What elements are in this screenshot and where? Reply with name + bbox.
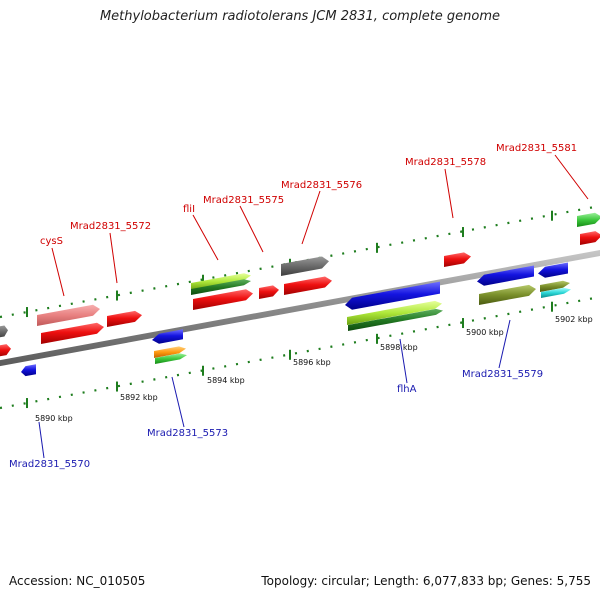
tick-label: 5894 kbp [207,376,245,385]
gene-orange-5573[interactable] [154,346,186,358]
gene-lime-flha[interactable] [347,300,442,325]
gene-label-mrad2831-5572[interactable]: Mrad2831_5572 [70,221,151,232]
gene-cyss[interactable] [37,304,100,326]
gene-mrad2831-5572[interactable] [107,310,142,327]
gene-red-5[interactable] [41,322,104,344]
leader-line [498,319,511,369]
gene-lime-flii[interactable] [191,273,251,290]
leader-line [554,154,589,200]
label-leader-lines [38,154,589,459]
leader-line [109,232,118,284]
leader-line [301,190,321,245]
gene-blue-flha[interactable] [345,281,440,310]
leader-line [51,247,65,297]
gene-green-5581[interactable] [577,212,600,227]
gene-label-mrad2831-5579[interactable]: Mrad2831_5579 [462,369,543,380]
gene-label-mrad2831-5570[interactable]: Mrad2831_5570 [9,459,90,470]
gene-red-left[interactable] [0,344,11,357]
tick-label: 5896 kbp [293,358,331,367]
leader-line [399,338,408,384]
gene-mrad2831-5578[interactable] [444,252,471,267]
leader-line [171,376,185,428]
gene-blue-5579[interactable] [477,265,534,286]
gene-cyan-5580[interactable] [541,287,571,298]
gene-features [0,212,600,377]
tick-label: 5900 kbp [466,328,504,337]
gene-olive-5579[interactable] [479,284,536,305]
gene-blue-left[interactable] [21,364,36,377]
gene-label-cyss[interactable]: cysS [40,236,63,247]
gene-blue-5573a[interactable] [152,329,183,344]
tick-label: 5890 kbp [35,414,73,423]
gene-label-mrad2831-5573[interactable]: Mrad2831_5573 [147,428,228,439]
gene-label-flii[interactable]: fliI [183,204,195,215]
gene-gray-5576[interactable] [281,256,329,276]
gene-olive-5580[interactable] [540,280,570,292]
gene-label-mrad2831-5576[interactable]: Mrad2831_5576 [281,180,362,191]
tick-label: 5892 kbp [120,393,158,402]
gene-blue-5580[interactable] [538,262,568,278]
gene-label-mrad2831-5581[interactable]: Mrad2831_5581 [496,143,577,154]
gene-green-5573[interactable] [155,353,187,364]
genome-backbone [0,250,600,367]
gene-dgreen-flha[interactable] [348,308,443,331]
gene-red-flii[interactable] [193,289,253,310]
leader-line [192,214,219,261]
gene-label-mrad2831-5578[interactable]: Mrad2831_5578 [405,157,486,168]
gene-mrad2831-5575[interactable] [259,285,279,299]
gene-label-flha[interactable]: flhA [397,384,417,395]
major-ticks [26,210,553,409]
gene-red-5581[interactable] [580,231,600,245]
tick-label: 5898 kbp [380,343,418,352]
genome-summary-text: Topology: circular; Length: 6,077,833 bp… [261,574,591,588]
leader-line [38,421,45,459]
map-title: Methylobacterium radiotolerans JCM 2831,… [99,9,501,24]
accession-text: Accession: NC_010505 [9,574,146,588]
tick-label: 5902 kbp [555,315,593,324]
leader-line [444,168,454,219]
gene-gray-left[interactable] [0,325,8,338]
leader-line [239,205,264,253]
gene-mrad2831-5576[interactable] [284,276,332,295]
gene-label-mrad2831-5575[interactable]: Mrad2831_5575 [203,195,284,206]
gene-dgreen-flii[interactable] [191,279,251,295]
